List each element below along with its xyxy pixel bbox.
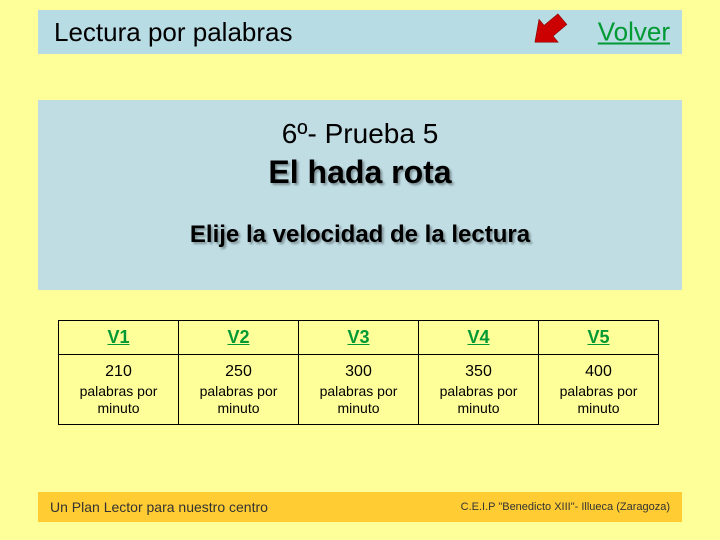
footer-right-text: C.E.I.P "Benedicto XIII"- Illueca (Zarag… [461, 501, 670, 513]
footer-left-text: Un Plan Lector para nuestro centro [50, 499, 268, 515]
speed-cell: 400 palabras por minuto [539, 355, 659, 425]
speed-link-v4[interactable]: V4 [419, 321, 539, 355]
header-title: Lectura por palabras [54, 17, 292, 48]
wpm-unit: palabras por minuto [543, 383, 654, 417]
back-group: Volver [532, 13, 670, 52]
arrow-left-icon [524, 5, 578, 59]
wpm-value: 250 [183, 363, 294, 381]
table-row: 210 palabras por minuto 250 palabras por… [59, 355, 659, 425]
speed-table: V1 V2 V3 V4 V5 210 palabras por minuto 2… [58, 320, 659, 425]
content-panel: 6º- Prueba 5 El hada rota Elije la veloc… [38, 100, 682, 290]
level-text: 6º- Prueba 5 [38, 118, 682, 150]
wpm-value: 400 [543, 363, 654, 381]
wpm-value: 210 [63, 363, 174, 381]
wpm-unit: palabras por minuto [423, 383, 534, 417]
story-title: El hada rota [38, 154, 682, 191]
footer-bar: Un Plan Lector para nuestro centro C.E.I… [38, 492, 682, 522]
wpm-value: 350 [423, 363, 534, 381]
speed-link-v3[interactable]: V3 [299, 321, 419, 355]
speed-cell: 300 palabras por minuto [299, 355, 419, 425]
back-link[interactable]: Volver [598, 17, 670, 48]
header-bar: Lectura por palabras Volver [38, 10, 682, 54]
table-header-row: V1 V2 V3 V4 V5 [59, 321, 659, 355]
speed-link-v2[interactable]: V2 [179, 321, 299, 355]
wpm-unit: palabras por minuto [63, 383, 174, 417]
speed-cell: 350 palabras por minuto [419, 355, 539, 425]
instruction-text: Elije la velocidad de la lectura [38, 221, 682, 249]
speed-cell: 210 palabras por minuto [59, 355, 179, 425]
speed-link-v5[interactable]: V5 [539, 321, 659, 355]
wpm-value: 300 [303, 363, 414, 381]
speed-link-v1[interactable]: V1 [59, 321, 179, 355]
wpm-unit: palabras por minuto [183, 383, 294, 417]
wpm-unit: palabras por minuto [303, 383, 414, 417]
speed-cell: 250 palabras por minuto [179, 355, 299, 425]
